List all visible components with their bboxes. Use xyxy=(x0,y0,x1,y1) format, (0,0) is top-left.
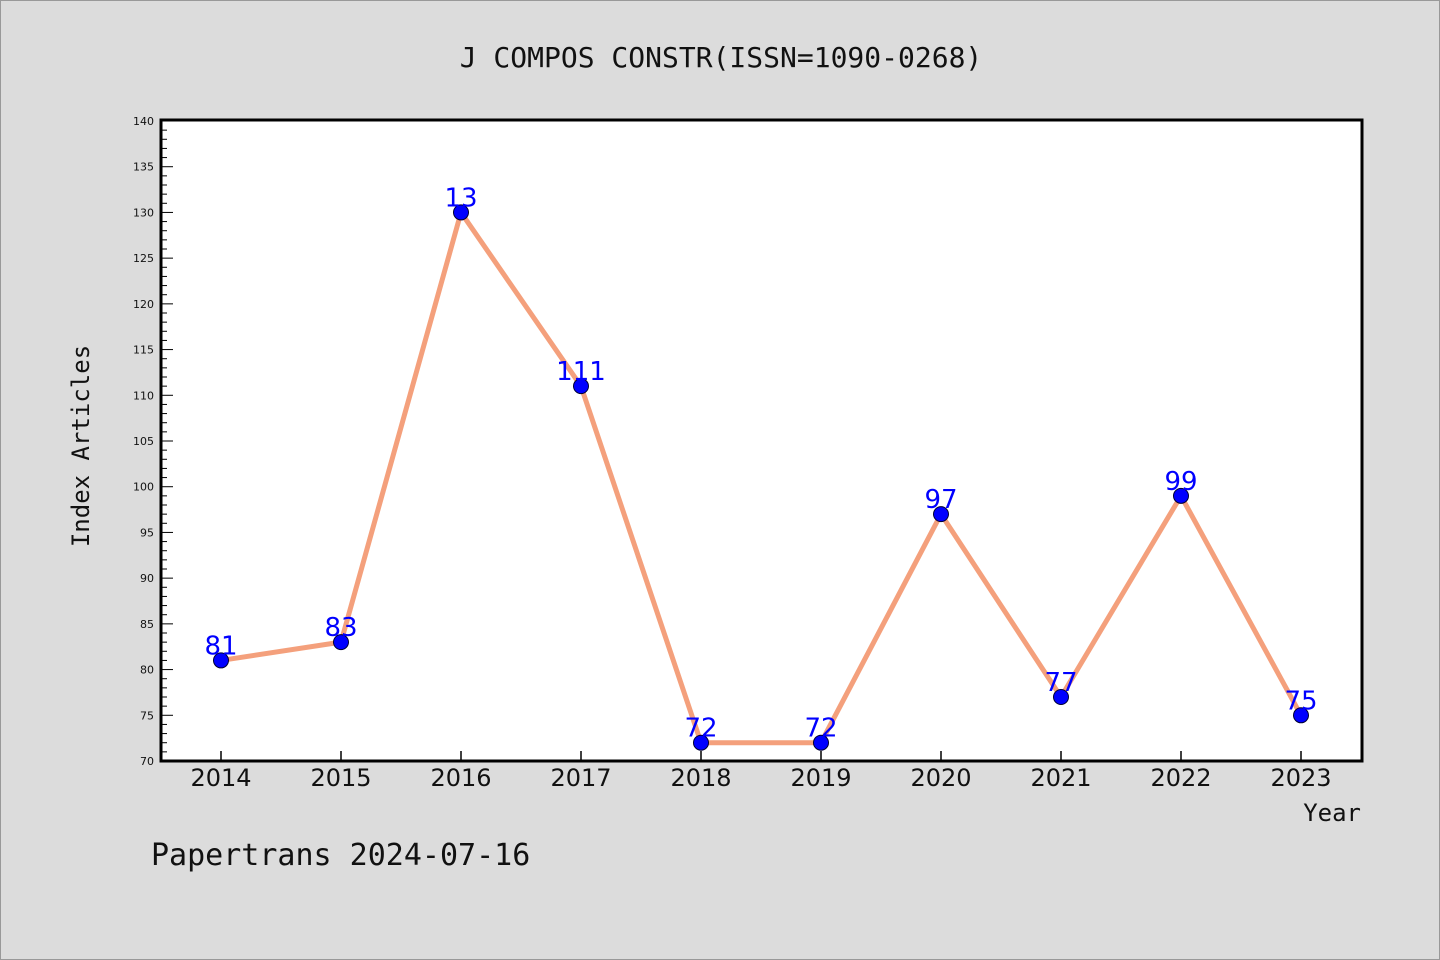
y-tick-label: 135 xyxy=(133,161,154,174)
y-tick-label: 140 xyxy=(133,115,154,128)
y-axis: 70 75 80 85 90 95 100 105 110 115 120 125 130 135 140 xyxy=(133,115,173,768)
data-point xyxy=(933,506,949,523)
x-axis: 2014 2015 2016 2017 2018 2019 2020 2021 2022 2023 xyxy=(190,751,1332,792)
data-label: 111 xyxy=(556,357,606,387)
y-tick-label: 130 xyxy=(133,206,154,219)
series-line-group xyxy=(218,209,1304,746)
series-line xyxy=(218,209,1304,746)
data-label: 99 xyxy=(1164,467,1197,497)
data-labels-group: 81 83 13 111 72 72 97 77 99 75 xyxy=(204,183,1317,743)
x-tick-label: 2014 xyxy=(190,764,251,792)
x-tick-label: 2022 xyxy=(1150,764,1211,792)
data-label: 13 xyxy=(444,183,477,213)
x-tick-label: 2019 xyxy=(790,764,851,792)
data-point xyxy=(333,634,349,651)
y-tick-label: 115 xyxy=(133,344,154,357)
y-tick-label: 120 xyxy=(133,298,154,311)
data-point xyxy=(213,652,229,669)
data-point xyxy=(693,734,709,751)
y-tick-label: 105 xyxy=(133,435,154,448)
y-tick-label: 75 xyxy=(140,709,154,722)
y-tick-label: 125 xyxy=(133,252,154,265)
y-tick-label: 70 xyxy=(140,755,154,768)
data-label: 77 xyxy=(1044,668,1077,698)
y-tick-label: 100 xyxy=(133,481,154,494)
x-tick-label: 2023 xyxy=(1270,764,1331,792)
data-label: 72 xyxy=(684,714,717,744)
x-tick-label: 2021 xyxy=(1030,764,1091,792)
x-tick-label: 2016 xyxy=(430,764,491,792)
data-label: 97 xyxy=(924,485,957,515)
x-tick-label: 2015 xyxy=(310,764,371,792)
y-tick-label: 110 xyxy=(133,389,154,402)
x-axis-label: Year xyxy=(1303,799,1361,827)
x-tick-label: 2020 xyxy=(910,764,971,792)
plot-area xyxy=(159,118,1364,763)
data-point xyxy=(1293,707,1309,724)
series-points-group xyxy=(213,204,1309,751)
data-point xyxy=(1053,689,1069,705)
x-tick-label: 2017 xyxy=(550,764,611,792)
data-point xyxy=(813,734,829,751)
y-axis-label: Index Articles xyxy=(67,345,95,547)
x-tick-label: 2018 xyxy=(670,764,731,792)
data-point xyxy=(1173,487,1189,504)
data-label: 81 xyxy=(204,631,237,661)
data-point xyxy=(573,378,589,395)
data-label: 72 xyxy=(804,714,837,744)
y-tick-label: 90 xyxy=(140,572,154,585)
chart-title: J COMPOS CONSTR(ISSN=1090-0268) xyxy=(460,41,983,74)
y-tick-label: 85 xyxy=(140,618,154,631)
data-point xyxy=(453,204,469,221)
data-label: 75 xyxy=(1284,686,1317,716)
y-tick-label: 80 xyxy=(140,664,154,677)
y-tick-label: 95 xyxy=(140,526,154,539)
data-label: 83 xyxy=(324,613,357,643)
footer-credit: Papertrans 2024-07-16 xyxy=(151,838,530,873)
